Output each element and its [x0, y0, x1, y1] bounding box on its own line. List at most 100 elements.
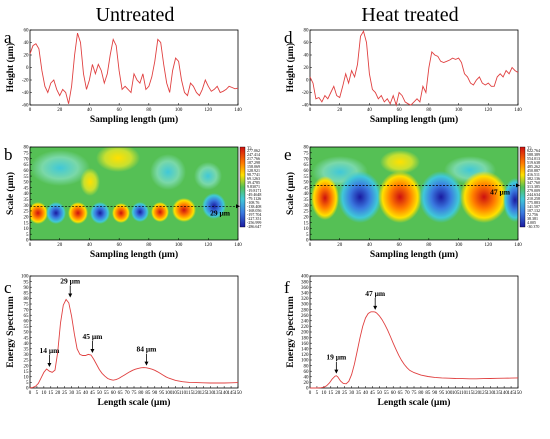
x-tick-label: 45 — [90, 391, 96, 396]
x-tick-label: 135 — [493, 391, 501, 396]
heatmap-e-field — [310, 147, 518, 240]
y-tick-label: 5 — [306, 233, 309, 238]
y-tick-label: -40 — [302, 104, 309, 109]
plot-frame-f — [309, 275, 519, 389]
series-line-c — [29, 298, 239, 389]
y-tick-label: 65 — [24, 314, 30, 319]
y-tick-label: 70 — [24, 157, 30, 162]
y-tick-label: 80 — [304, 146, 310, 151]
panel-letter-d: d — [284, 28, 293, 47]
scale-marker-arrow — [516, 183, 520, 188]
x-tick-label: 15 — [48, 391, 54, 396]
y-tick-label: 10 — [304, 227, 310, 232]
colorbar-tick-label: 588.389 — [527, 152, 540, 157]
x-tick-label: 120 — [473, 391, 481, 396]
x-tick-label: 120 — [205, 243, 213, 248]
x-tick-label: 140 — [220, 391, 228, 396]
colorbar-tick-label: 313.385 — [527, 184, 540, 189]
colorbar-tick-label: 107.132 — [527, 208, 540, 213]
y-tick-label: 10 — [24, 376, 30, 381]
x-tick-label: 40 — [87, 243, 93, 248]
x-tick-label: 5 — [316, 391, 319, 396]
x-tick-label: 140 — [514, 243, 522, 248]
colorbar-tick-label: 347.760 — [527, 180, 540, 185]
series-line-a — [29, 32, 239, 104]
colorbar-tick-label: 277.062 — [247, 148, 260, 153]
y-tick-label: 95 — [24, 280, 30, 285]
colorbar-tick-label: 9.83071 — [247, 184, 260, 189]
x-tick-label: 0 — [309, 243, 312, 248]
y-tick-label: 60 — [24, 169, 30, 174]
y-tick-label: 55 — [24, 325, 30, 330]
chart-c: 0 5 10 15 20 25 30 35 40 45 50 55 60 65 70 75 80 85 90 95 10… — [6, 275, 242, 408]
y-tick-label: 20 — [304, 66, 310, 71]
y-tick-label: 20 — [24, 364, 30, 369]
chart-e: 0 20 40 60 80 100 120 1400510152025303540455055… — [285, 146, 540, 261]
colorbar-tick-label: -256.999 — [247, 220, 261, 225]
y-tick-label: 60 — [24, 320, 30, 325]
colorbar-tick-label: 217.766 — [247, 156, 260, 161]
colorbar-tick-label: -227.351 — [247, 216, 261, 221]
colorbar-e — [519, 146, 526, 228]
x-tick-label: 60 — [117, 108, 123, 113]
x-tick-label: 20 — [57, 108, 63, 113]
panel-letter-b: b — [4, 145, 13, 164]
x-tick-label: 80 — [146, 243, 152, 248]
x-tick-label: 20 — [55, 391, 61, 396]
y-tick-label: 65 — [304, 163, 310, 168]
x-tick-label: 75 — [412, 391, 418, 396]
x-tick-label: 40 — [363, 391, 369, 396]
y-tick-label: 45 — [24, 186, 30, 191]
x-tick-label: 85 — [145, 391, 151, 396]
y-tick-label: 85 — [24, 292, 30, 297]
y-tick-label: 120 — [301, 353, 309, 358]
x-tick-label: 40 — [87, 108, 93, 113]
x-tick-label: 125 — [200, 391, 208, 396]
annotation-label: 47 μm — [365, 289, 386, 298]
colorbar-tick-label: 485.262 — [527, 164, 540, 169]
y-tick-label: 0 — [26, 66, 29, 71]
chart-b: 0 20 40 60 80 100 120 1400510152025303540455055… — [5, 146, 261, 261]
y-tick-label: 5 — [26, 381, 29, 386]
x-axis-title: Sampling length (μm) — [90, 249, 178, 260]
x-tick-label: 55 — [384, 391, 390, 396]
y-tick-label: 70 — [24, 308, 30, 313]
x-tick-label: 55 — [104, 391, 110, 396]
x-tick-label: 95 — [439, 391, 445, 396]
x-tick-label: 70 — [125, 391, 131, 396]
x-axis-title: Sampling length (μm) — [370, 114, 458, 125]
y-tick-label: 20 — [304, 381, 310, 386]
x-tick-label: 20 — [335, 391, 341, 396]
annotation-label: 84 μm — [137, 345, 158, 354]
y-tick-label: 55 — [304, 175, 310, 180]
y-tick-label: 40 — [304, 376, 310, 381]
x-tick-label: 65 — [398, 391, 404, 396]
x-tick-label: 80 — [146, 108, 152, 113]
colorbar-tick-label: -30.370 — [527, 224, 539, 229]
scale-marker-label: 29 μm — [210, 208, 231, 217]
x-tick-label: 100 — [455, 243, 463, 248]
series-line-f — [310, 311, 519, 389]
y-tick-label: 25 — [24, 210, 30, 215]
y-tick-label: -20 — [302, 91, 309, 96]
y-tick-label: 80 — [304, 364, 310, 369]
x-tick-label: 35 — [356, 391, 362, 396]
y-tick-label: 360 — [301, 286, 309, 291]
chart-d: 0 20 40 60 80 100 120 140-40-20020406080Samplin… — [285, 29, 522, 125]
x-tick-label: 145 — [227, 391, 235, 396]
y-tick-label: 260 — [301, 314, 309, 319]
x-axis-title: Length scale (μm) — [98, 397, 171, 408]
y-tick-label: 80 — [24, 297, 30, 302]
x-tick-label: 100 — [175, 243, 183, 248]
y-tick-label: 60 — [24, 29, 30, 34]
y-tick-label: 200 — [301, 331, 309, 336]
colorbar-tick-label: 4.005 — [527, 220, 536, 225]
x-tick-label: 60 — [111, 391, 117, 396]
x-tick-label: 30 — [69, 391, 75, 396]
colorbar-tick-label: 382.136 — [527, 176, 540, 181]
colorbar-tick-label: 128.921 — [247, 168, 260, 173]
x-tick-label: 95 — [159, 391, 165, 396]
scale-marker-arrow — [236, 204, 240, 209]
y-tick-label: 90 — [24, 286, 30, 291]
y-tick-label: 20 — [304, 215, 310, 220]
